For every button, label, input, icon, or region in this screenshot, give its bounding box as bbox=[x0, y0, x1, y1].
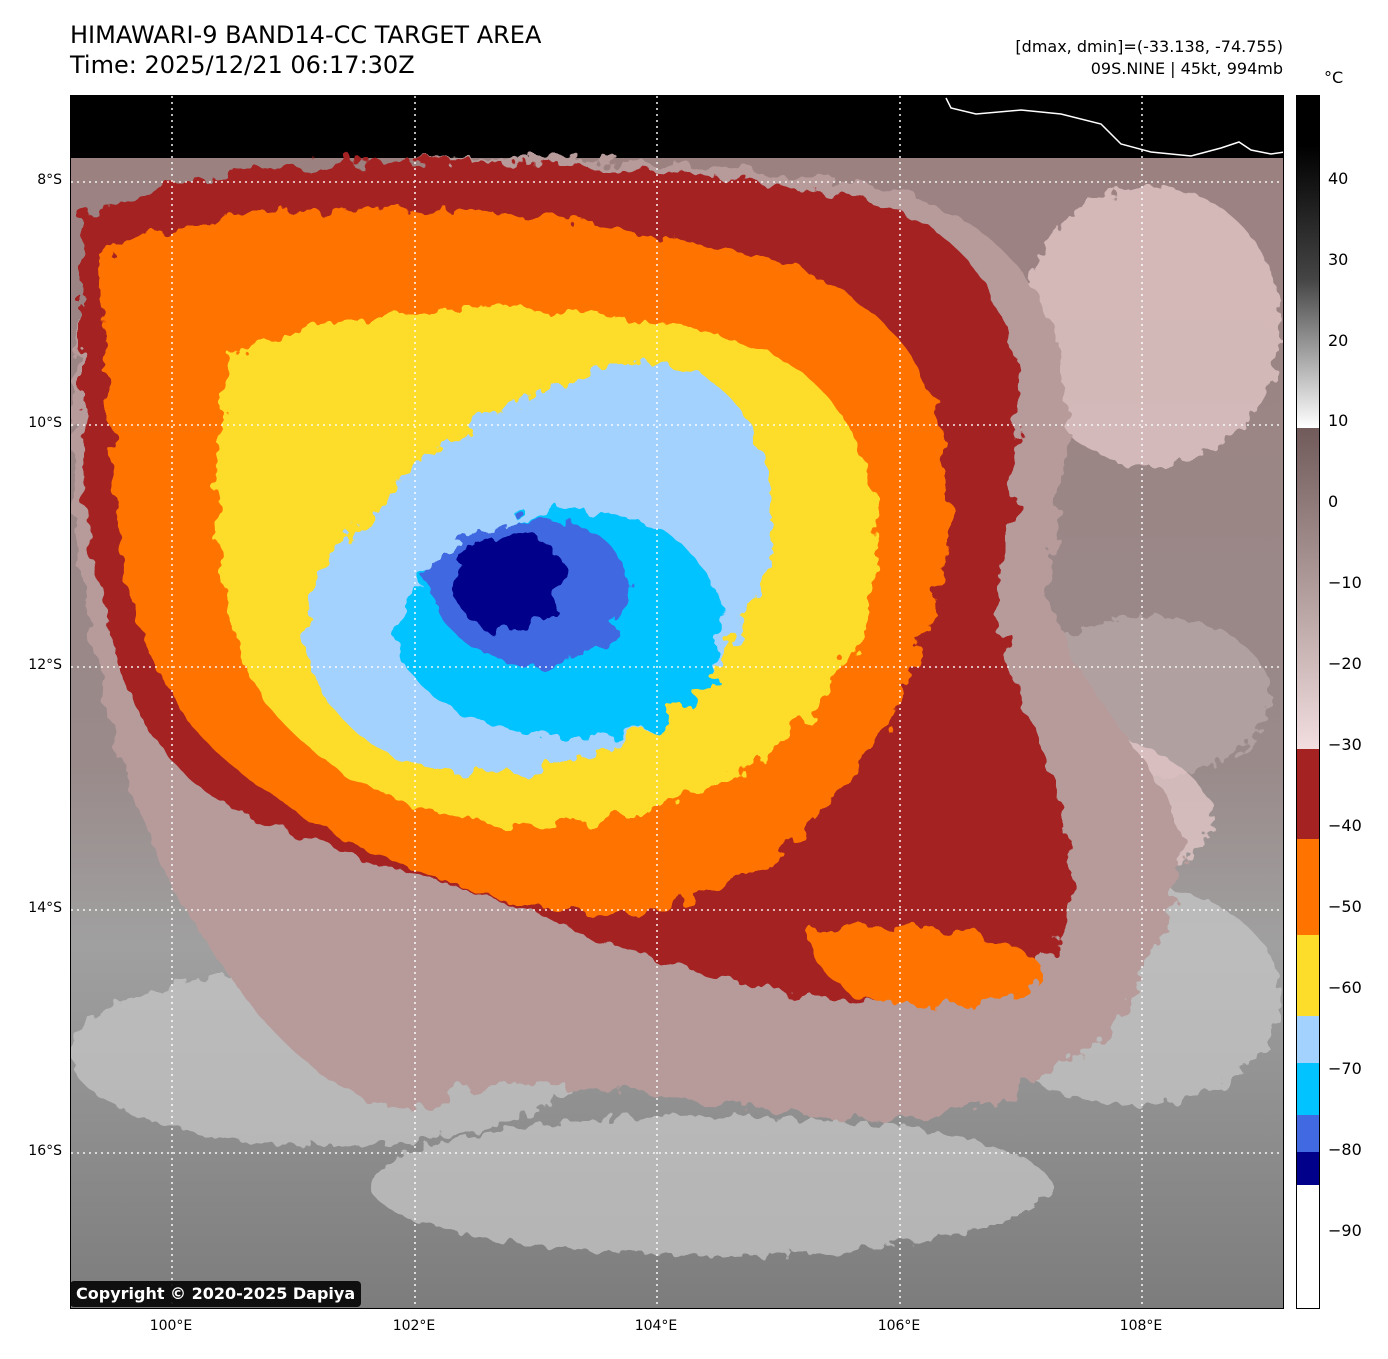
colorbar-gray-segment bbox=[1297, 96, 1319, 428]
colorbar-navy-segment bbox=[1297, 1152, 1319, 1185]
colorbar-sky-blue-segment bbox=[1297, 1063, 1319, 1115]
copyright-notice: Copyright © 2020-2025 Dapiya bbox=[70, 1281, 362, 1307]
lat-label-8s: 8°S bbox=[37, 172, 62, 188]
satellite-image[interactable] bbox=[70, 95, 1284, 1309]
colorbar-dark-red-segment bbox=[1297, 749, 1319, 839]
colorbar-mauve-segment bbox=[1297, 428, 1319, 749]
satellite-imagery bbox=[71, 96, 1283, 1308]
map-title: HIMAWARI-9 BAND14-CC TARGET AREA bbox=[70, 21, 542, 49]
lon-label-108e: 108°E bbox=[1119, 1318, 1163, 1334]
colorbar-tick-40: 40 bbox=[1328, 169, 1349, 188]
colorbar-tick-0: 0 bbox=[1328, 492, 1339, 511]
colorbar-tick-minus-60: −60 bbox=[1328, 978, 1362, 997]
lat-label-10s: 10°S bbox=[28, 415, 62, 431]
colorbar-tick-minus-10: −10 bbox=[1328, 573, 1362, 592]
colorbar-tick-minus-90: −90 bbox=[1328, 1221, 1362, 1240]
lat-label-16s: 16°S bbox=[28, 1143, 62, 1159]
lat-label-12s: 12°S bbox=[28, 657, 62, 673]
lon-label-100e: 100°E bbox=[149, 1318, 193, 1334]
colorbar-gradient bbox=[1297, 96, 1319, 1308]
colorbar-tick-minus-70: −70 bbox=[1328, 1059, 1362, 1078]
contour-orange-south bbox=[811, 925, 1043, 1007]
colorbar-tick-minus-40: −40 bbox=[1328, 816, 1362, 835]
colorbar-tick-30: 30 bbox=[1328, 250, 1349, 269]
colorbar-yellow-segment bbox=[1297, 935, 1319, 1016]
lat-label-14s: 14°S bbox=[28, 900, 62, 916]
graticule bbox=[71, 96, 1283, 1308]
colorbar-light-blue-segment bbox=[1297, 1016, 1319, 1063]
colorbar-royal-blue-segment bbox=[1297, 1115, 1319, 1152]
map-time: Time: 2025/12/21 06:17:30Z bbox=[70, 51, 415, 79]
colorbar-tick-minus-80: −80 bbox=[1328, 1140, 1362, 1159]
colorbar-unit: °C bbox=[1324, 68, 1344, 87]
temperature-range: [dmax, dmin]=(-33.138, -74.755) bbox=[1015, 37, 1283, 56]
colorbar-orange-segment bbox=[1297, 839, 1319, 935]
lon-label-106e: 106°E bbox=[877, 1318, 921, 1334]
colorbar-tick-minus-30: −30 bbox=[1328, 735, 1362, 754]
colorbar bbox=[1296, 95, 1320, 1309]
space-band bbox=[71, 96, 1283, 158]
lon-label-102e: 102°E bbox=[392, 1318, 436, 1334]
colorbar-tick-minus-20: −20 bbox=[1328, 654, 1362, 673]
contour-navy bbox=[454, 535, 564, 631]
coastline bbox=[945, 97, 1283, 157]
colorbar-white-segment bbox=[1297, 1185, 1319, 1308]
colorbar-tick-20: 20 bbox=[1328, 331, 1349, 350]
colorbar-tick-10: 10 bbox=[1328, 411, 1349, 430]
colorbar-tick-minus-50: −50 bbox=[1328, 897, 1362, 916]
lon-label-104e: 104°E bbox=[634, 1318, 678, 1334]
storm-info: 09S.NINE | 45kt, 994mb bbox=[1090, 59, 1283, 78]
